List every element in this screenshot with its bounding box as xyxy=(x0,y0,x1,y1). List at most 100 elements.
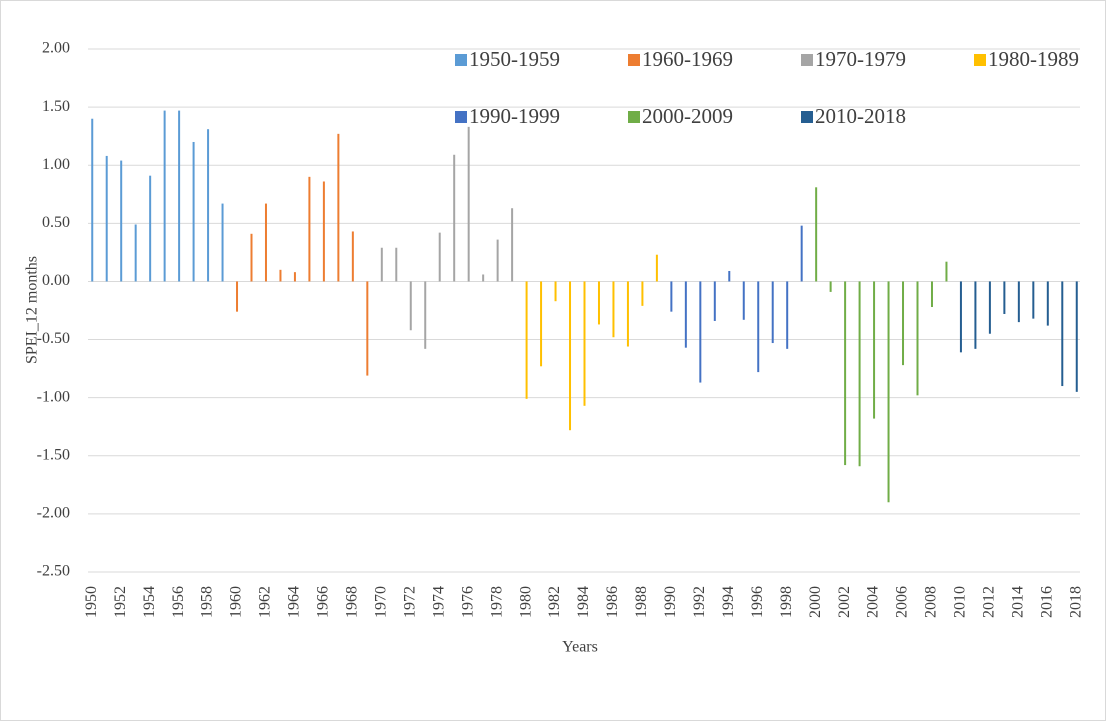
bar xyxy=(1046,281,1049,326)
bar xyxy=(482,274,485,282)
x-tick-label: 2002 xyxy=(836,586,853,618)
bar xyxy=(583,281,586,406)
bar xyxy=(264,203,267,282)
x-tick-label: 1998 xyxy=(778,586,795,618)
bar xyxy=(742,281,745,320)
bar xyxy=(149,175,152,282)
x-tick-label: 2004 xyxy=(865,586,882,618)
bar xyxy=(1032,281,1035,319)
bar xyxy=(163,110,166,282)
bar xyxy=(786,281,789,349)
x-tick-label: 1964 xyxy=(286,586,303,618)
bar xyxy=(467,126,470,282)
y-tick-label: 0.50 xyxy=(42,214,70,231)
y-tick-label: -1.00 xyxy=(37,388,70,405)
legend-swatch xyxy=(628,54,640,66)
legend-swatch xyxy=(455,54,467,66)
x-tick-label: 2000 xyxy=(807,586,824,618)
y-tick-label: 0.00 xyxy=(42,272,70,289)
bar xyxy=(728,270,731,282)
x-tick-label: 2006 xyxy=(894,586,911,618)
y-axis-title: SPEI_12 months xyxy=(24,256,41,364)
x-tick-label: 1974 xyxy=(430,586,447,618)
x-tick-label: 1966 xyxy=(315,586,332,618)
bar xyxy=(858,281,861,467)
y-tick-label: 2.00 xyxy=(42,40,70,57)
bar xyxy=(409,281,412,331)
bar xyxy=(829,281,832,292)
legend-label: 1990-1999 xyxy=(469,104,560,128)
x-tick-label: 1952 xyxy=(112,586,129,618)
bar xyxy=(91,118,94,282)
bar xyxy=(453,154,456,282)
bar xyxy=(916,281,919,396)
bar xyxy=(395,247,398,282)
bar xyxy=(134,224,137,282)
bar xyxy=(322,181,325,282)
bar xyxy=(757,281,760,373)
x-tick-label: 1956 xyxy=(170,586,187,618)
bar xyxy=(844,281,847,466)
legend-label: 1950-1959 xyxy=(469,47,560,71)
bar xyxy=(713,281,716,321)
bar xyxy=(887,281,890,503)
legend-label: 1970-1979 xyxy=(815,47,906,71)
bar xyxy=(540,281,543,367)
x-tick-label: 2018 xyxy=(1067,586,1084,618)
x-tick-label: 1978 xyxy=(488,586,505,618)
x-tick-label: 1960 xyxy=(228,586,245,618)
bar xyxy=(684,281,687,348)
bar xyxy=(873,281,876,419)
bar xyxy=(655,254,658,282)
bar xyxy=(988,281,991,334)
bar xyxy=(337,133,340,282)
bar xyxy=(612,281,615,338)
bar xyxy=(380,247,383,282)
bar xyxy=(959,281,962,353)
bar xyxy=(207,129,210,282)
bar xyxy=(771,281,774,344)
x-tick-label: 1988 xyxy=(633,586,650,618)
x-tick-label: 1970 xyxy=(372,586,389,618)
y-tick-label: -0.50 xyxy=(37,330,70,347)
legend-swatch xyxy=(455,111,467,123)
x-tick-label: 1980 xyxy=(517,586,534,618)
bar xyxy=(511,208,514,282)
bar xyxy=(974,281,977,349)
x-tick-label: 1994 xyxy=(720,586,737,618)
y-tick-label: 1.50 xyxy=(42,98,70,115)
bar xyxy=(438,232,441,282)
legend-swatch xyxy=(801,111,813,123)
legend-label: 2000-2009 xyxy=(642,104,733,128)
x-axis-title: Years xyxy=(562,639,598,656)
legend-swatch xyxy=(628,111,640,123)
bar xyxy=(236,281,239,312)
bar xyxy=(221,203,224,282)
bar xyxy=(902,281,905,366)
legend-label: 1980-1989 xyxy=(988,47,1079,71)
legend-swatch xyxy=(801,54,813,66)
x-tick-label: 2016 xyxy=(1038,586,1055,618)
x-tick-label: 1996 xyxy=(749,586,766,618)
x-tick-label: 1958 xyxy=(199,586,216,618)
x-tick-label: 1954 xyxy=(141,586,158,618)
bar xyxy=(670,281,673,312)
bar xyxy=(250,233,253,282)
x-tick-label: 1992 xyxy=(691,586,708,618)
x-tick-label: 1986 xyxy=(604,586,621,618)
bar xyxy=(120,160,123,282)
y-tick-label: -2.00 xyxy=(37,505,70,522)
bar xyxy=(279,269,282,282)
x-tick-label: 2008 xyxy=(923,586,940,618)
bar xyxy=(105,155,108,282)
y-tick-label: 1.00 xyxy=(42,156,70,173)
bar xyxy=(800,225,803,282)
x-tick-label: 2012 xyxy=(981,586,998,618)
bar xyxy=(597,281,600,325)
legend-label: 1960-1969 xyxy=(642,47,733,71)
legend-swatch xyxy=(974,54,986,66)
bar xyxy=(496,239,499,282)
x-tick-label: 1982 xyxy=(546,586,563,618)
